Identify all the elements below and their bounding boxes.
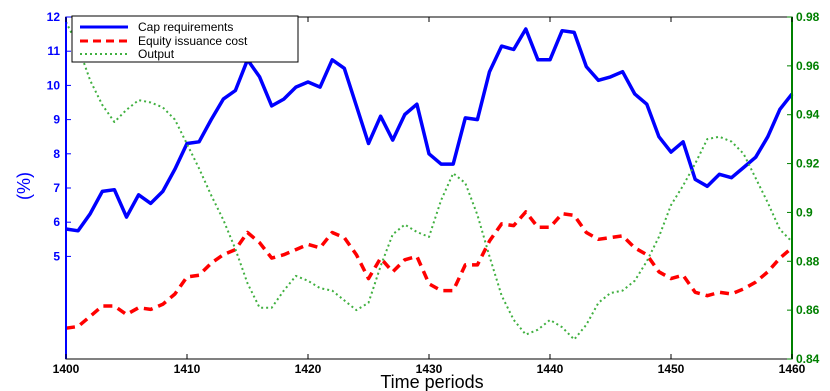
legend-label-output: Output (138, 47, 175, 61)
legend-box (71, 15, 299, 63)
left-tick-label-12: 12 (47, 10, 61, 24)
left-axis-ticks: 5 6 7 8 9 10 11 12 (47, 10, 71, 263)
right-tick-label-0-88: 0.88 (796, 254, 820, 268)
x-tick-label-1440: 1440 (537, 362, 564, 376)
x-tick-label-1420: 1420 (295, 362, 322, 376)
right-axis-ticks: 0.84 0.86 0.88 0.9 0.92 0.94 0.96 0.98 (787, 10, 820, 366)
right-tick-label-0-86: 0.86 (796, 303, 820, 317)
left-tick-label-9: 9 (53, 113, 60, 127)
series-line-output (65, 21, 793, 341)
series-line-equity-issuance-cost (65, 210, 794, 330)
left-tick-label-5: 5 (53, 249, 60, 263)
left-tick-label-11: 11 (47, 44, 60, 58)
right-tick-label-0-9: 0.9 (796, 205, 813, 219)
series-line-cap-requirements (65, 27, 794, 233)
left-tick-label-6: 6 (53, 215, 60, 229)
legend-label-equity-issuance-cost: Equity issuance cost (138, 34, 248, 48)
right-tick-label-0-96: 0.96 (796, 59, 820, 73)
left-tick-label-8: 8 (53, 147, 60, 161)
right-tick-label-0-98: 0.98 (796, 10, 820, 24)
x-tick-label-1410: 1410 (174, 362, 201, 376)
legend-label-cap-requirements: Cap requirements (138, 20, 233, 34)
left-tick-label-7: 7 (53, 181, 60, 195)
left-axis-label: (%) (14, 172, 34, 200)
x-tick-label-1400: 1400 (53, 362, 80, 376)
series-layer (65, 21, 794, 341)
x-axis-label: Time periods (380, 372, 483, 391)
legend: Cap requirements Equity issuance cost Ou… (71, 15, 299, 63)
x-tick-label-1460: 1460 (779, 362, 806, 376)
right-tick-label-0-84: 0.84 (796, 352, 820, 366)
x-axis-ticks: 1400 1410 1420 1430 1440 1450 1460 (53, 17, 806, 376)
right-tick-label-0-94: 0.94 (796, 108, 820, 122)
left-tick-label-10: 10 (47, 78, 61, 92)
x-tick-label-1430: 1430 (416, 362, 443, 376)
x-tick-label-1450: 1450 (658, 362, 685, 376)
right-tick-label-0-92: 0.92 (796, 157, 820, 171)
